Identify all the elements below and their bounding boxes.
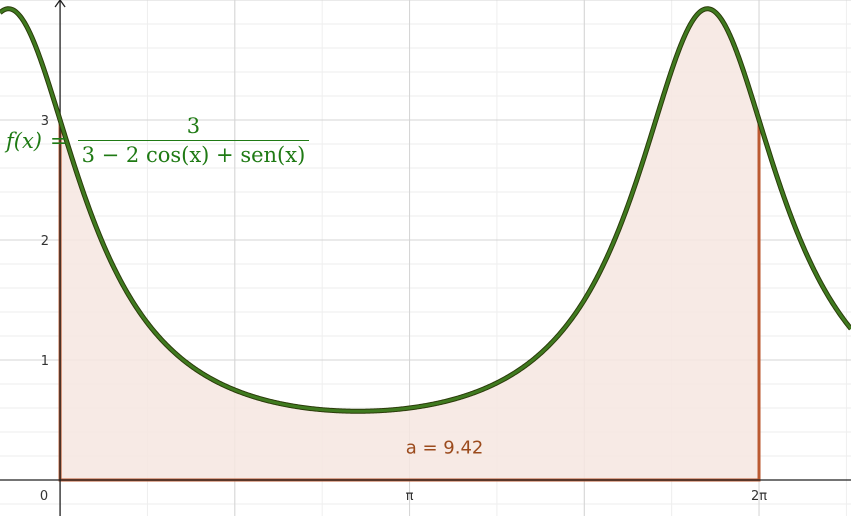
formula-numerator: 3 xyxy=(186,114,201,138)
y-tick-label: 1 xyxy=(41,354,49,369)
area-label: a = 9.42 xyxy=(406,438,484,459)
formula-fraction: 3 3 − 2 cos(x) + sen(x) xyxy=(77,114,310,167)
y-tick-label: 3 xyxy=(41,114,49,129)
x-tick-label: 0 xyxy=(40,489,48,504)
x-tick-label: 2π xyxy=(751,489,767,504)
function-curve[interactable] xyxy=(0,7,851,413)
tick-labels: 0 π 2π 1 2 3 xyxy=(40,114,767,504)
formula-denominator: 3 − 2 cos(x) + sen(x) xyxy=(77,140,310,167)
formula-equals: = xyxy=(50,128,68,153)
function-formula: f(x) = 3 3 − 2 cos(x) + sen(x) xyxy=(6,114,310,167)
y-tick-label: 2 xyxy=(41,234,49,249)
formula-lhs: f(x) xyxy=(6,128,43,153)
x-tick-label: π xyxy=(406,489,414,504)
y-axis-arrow xyxy=(54,0,66,8)
